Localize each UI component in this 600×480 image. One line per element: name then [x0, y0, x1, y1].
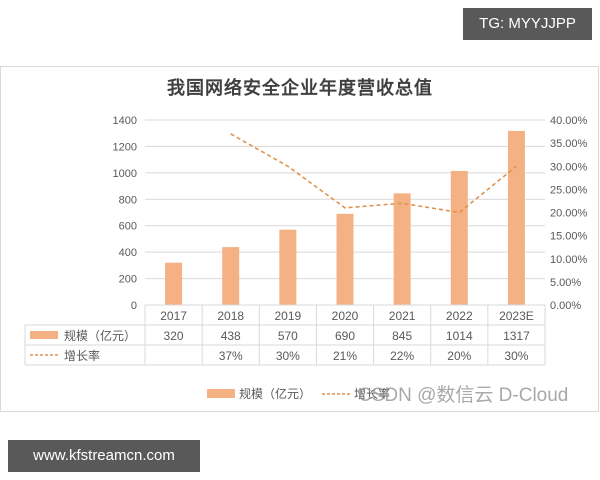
- y-left-tick: 600: [119, 221, 137, 233]
- y-right-tick: 15.00%: [550, 231, 588, 243]
- table-cell: 22%: [390, 349, 414, 363]
- table-cell: 570: [278, 329, 298, 343]
- legend-bar-swatch: [207, 389, 235, 398]
- table-cell: 1317: [503, 329, 530, 343]
- table-cell: 20%: [447, 349, 471, 363]
- x-category-label: 2019: [275, 309, 302, 323]
- y-left-tick: 1200: [113, 141, 137, 153]
- bar: [450, 171, 468, 305]
- watermark-bottom: www.kfstreamcn.com: [8, 440, 200, 472]
- table-cell: 37%: [219, 349, 243, 363]
- x-category-label: 2020: [332, 309, 359, 323]
- x-category-label: 2017: [160, 309, 187, 323]
- y-right-tick: 5.00%: [550, 277, 581, 289]
- bar: [222, 247, 240, 305]
- table-cell: 845: [392, 329, 412, 343]
- table-cell: 438: [221, 329, 241, 343]
- table-cell: 30%: [276, 349, 300, 363]
- table-cell: 21%: [333, 349, 357, 363]
- x-category-label: 2022: [446, 309, 473, 323]
- y-left-tick: 1400: [113, 115, 137, 127]
- table-legend-bar-swatch: [30, 331, 58, 339]
- bar: [393, 193, 411, 305]
- table-cell: 1014: [446, 329, 473, 343]
- x-category-label: 2023E: [499, 309, 534, 323]
- table-cell: 30%: [504, 349, 528, 363]
- bar: [165, 262, 183, 305]
- y-left-tick: 200: [119, 274, 137, 286]
- y-right-tick: 40.00%: [550, 115, 588, 127]
- bar: [336, 213, 354, 305]
- table-cell: 320: [164, 329, 184, 343]
- legend-line-label: 增长率: [354, 386, 390, 401]
- table-row-label: 增长率: [64, 348, 100, 363]
- y-left-tick: 400: [119, 247, 137, 259]
- table-cell: 690: [335, 329, 355, 343]
- y-right-tick: 30.00%: [550, 161, 588, 173]
- y-left-tick: 0: [131, 300, 137, 312]
- y-right-tick: 20.00%: [550, 208, 588, 220]
- csdn-watermark: CSDN @数信云 D-Cloud: [358, 384, 568, 406]
- y-right-tick: 0.00%: [550, 300, 581, 312]
- watermark-top: TG: MYYJJPP: [463, 8, 592, 40]
- x-category-label: 2021: [389, 309, 416, 323]
- x-category-label: 2018: [217, 309, 244, 323]
- bar: [279, 229, 297, 305]
- y-left-tick: 800: [119, 194, 137, 206]
- table-row-label: 规模（亿元）: [64, 328, 136, 343]
- y-right-tick: 35.00%: [550, 138, 588, 150]
- chart-title: 我国网络安全企业年度营收总值: [167, 78, 433, 99]
- bar: [507, 130, 525, 305]
- chart-frame: [0, 66, 599, 412]
- y-right-tick: 25.00%: [550, 184, 588, 196]
- legend-bar-label: 规模（亿元）: [239, 386, 311, 401]
- y-left-tick: 1000: [113, 168, 137, 180]
- y-right-tick: 10.00%: [550, 254, 588, 266]
